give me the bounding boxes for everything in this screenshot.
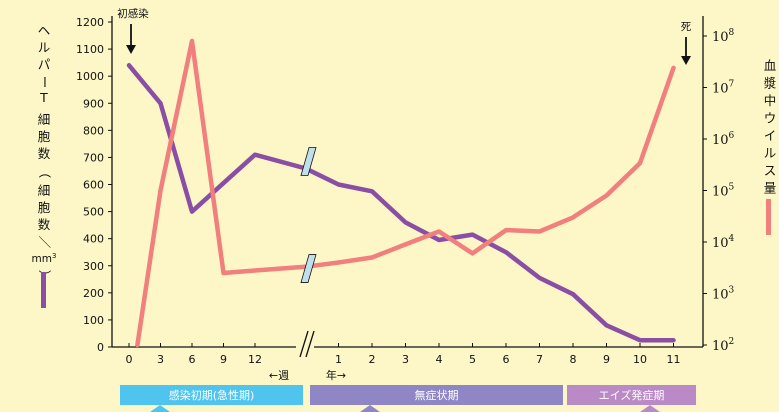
left-axis-label-char: パ bbox=[38, 57, 51, 72]
left-tick-label: 500 bbox=[83, 206, 104, 219]
left-axis-legend-swatch bbox=[41, 272, 46, 308]
right-tick-label: 104 bbox=[712, 234, 735, 251]
x-axis-break-mark bbox=[305, 330, 315, 358]
phase-label: エイズ発症期 bbox=[599, 388, 665, 402]
right-tick-label: 106 bbox=[712, 131, 735, 148]
left-axis-label-char: ル bbox=[38, 40, 51, 55]
x-tick-label-year: 3 bbox=[402, 353, 409, 366]
x-tick-label-week: 6 bbox=[189, 353, 196, 366]
phase-pointer bbox=[360, 405, 380, 412]
phase-pointer bbox=[150, 405, 170, 412]
right-tick-label: 105 bbox=[712, 183, 735, 200]
x-unit-years: 年→ bbox=[326, 368, 346, 382]
x-tick-label-year: 11 bbox=[667, 353, 681, 366]
left-axis-label-char: 胞 bbox=[38, 200, 51, 215]
right-tick-label: 102 bbox=[712, 337, 734, 354]
right-axis-label-char: イ bbox=[764, 128, 777, 143]
left-axis-unit: mm3 bbox=[32, 252, 57, 265]
phase-label: 感染初期(急性期) bbox=[169, 388, 255, 402]
x-tick-label-year: 1 bbox=[335, 353, 342, 366]
x-tick-label-week: 3 bbox=[157, 353, 164, 366]
left-tick-label: 900 bbox=[83, 97, 104, 110]
right-axis-label-char: ウ bbox=[764, 111, 777, 126]
left-axis-label-char: ー bbox=[37, 76, 52, 89]
left-tick-label: 200 bbox=[83, 287, 104, 300]
x-tick-label-year: 10 bbox=[633, 353, 647, 366]
right-axis-label-char: 血 bbox=[764, 58, 777, 73]
left-tick-label: 0 bbox=[97, 341, 104, 354]
axis-break-mark bbox=[300, 147, 317, 176]
x-tick-label-week: 9 bbox=[220, 353, 227, 366]
left-axis-label-char: ／ bbox=[37, 236, 52, 249]
right-tick-label: 107 bbox=[712, 80, 735, 97]
phase-bar bbox=[120, 385, 303, 405]
phase-bar bbox=[567, 385, 696, 405]
x-tick-label-year: 6 bbox=[503, 353, 510, 366]
x-tick-label-year: 2 bbox=[369, 353, 376, 366]
infection-arrow-head bbox=[126, 45, 136, 54]
right-tick-label: 108 bbox=[712, 28, 735, 45]
right-axis-label-char: 漿 bbox=[764, 76, 777, 91]
phase-label: 無症状期 bbox=[415, 388, 459, 402]
left-axis-label-char: 数 bbox=[38, 217, 51, 232]
right-axis-label-char: 中 bbox=[764, 93, 777, 108]
left-tick-label: 1100 bbox=[76, 43, 104, 56]
x-tick-label-year: 5 bbox=[469, 353, 476, 366]
left-axis-label-char: （ bbox=[37, 166, 52, 179]
viral-load-series-line bbox=[135, 38, 676, 348]
left-tick-label: 1000 bbox=[76, 70, 104, 83]
left-axis-label-char: ヘ bbox=[38, 23, 51, 38]
x-tick-label-year: 8 bbox=[570, 353, 577, 366]
left-tick-label: 600 bbox=[83, 179, 104, 192]
left-tick-label: 800 bbox=[83, 124, 104, 137]
axis-break-mark bbox=[300, 254, 317, 283]
phase-bar bbox=[310, 385, 563, 405]
x-axis-break-mark bbox=[299, 330, 309, 358]
left-tick-label: 700 bbox=[83, 151, 104, 164]
left-axis-label-char: T bbox=[39, 90, 48, 105]
right-axis-label-char: ル bbox=[764, 146, 777, 161]
left-axis-label-char: 数 bbox=[38, 146, 51, 161]
right-axis-label-char: ス bbox=[764, 163, 777, 178]
x-unit-weeks: ←週 bbox=[269, 369, 289, 382]
left-tick-label: 300 bbox=[83, 260, 104, 273]
left-tick-label: 1200 bbox=[76, 16, 104, 29]
x-tick-label-year: 4 bbox=[436, 353, 443, 366]
left-tick-label: 400 bbox=[83, 233, 104, 246]
x-tick-label-week: 0 bbox=[126, 353, 133, 366]
x-tick-label-year: 9 bbox=[603, 353, 610, 366]
right-axis-label-char: 量 bbox=[764, 181, 777, 196]
left-tick-label: 100 bbox=[83, 314, 104, 327]
phase-pointer bbox=[640, 405, 660, 412]
left-axis-label-char: 細 bbox=[38, 183, 51, 198]
left-axis-label-char: 胞 bbox=[38, 129, 51, 144]
infection-annotation: 初感染 bbox=[117, 7, 149, 20]
right-axis-legend-swatch bbox=[766, 199, 771, 235]
right-tick-label: 103 bbox=[712, 286, 735, 303]
left-axis-label-char: 細 bbox=[38, 112, 51, 127]
x-tick-label-year: 7 bbox=[536, 353, 543, 366]
death-arrow-head bbox=[681, 56, 691, 65]
death-annotation: 死 bbox=[681, 21, 692, 33]
x-tick-label-week: 12 bbox=[248, 353, 262, 366]
